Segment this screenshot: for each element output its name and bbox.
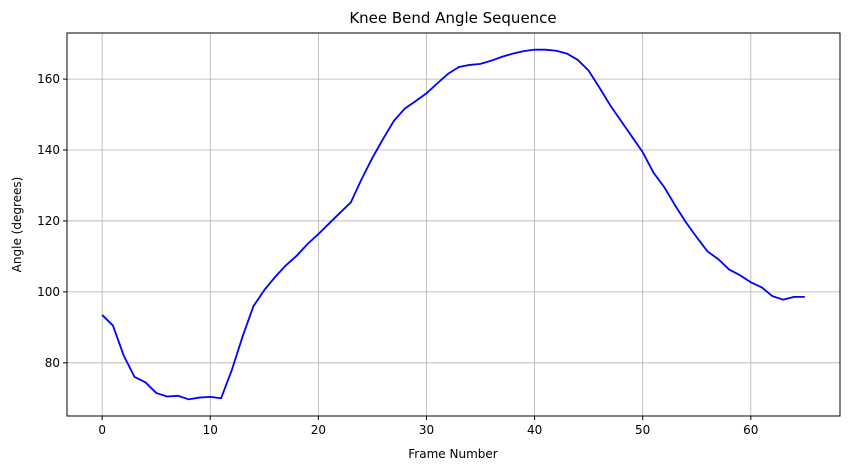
- plot-frame: [66, 32, 841, 417]
- x-tick-label: 20: [311, 423, 326, 437]
- y-tick-label: 100: [37, 285, 60, 299]
- x-tick-label: 40: [527, 423, 542, 437]
- y-tick-label: 160: [37, 72, 60, 86]
- x-tick-label: 10: [203, 423, 218, 437]
- y-axis-label: Angle (degrees): [10, 177, 24, 273]
- x-axis: 0 10 20 30 40 50 60: [98, 416, 758, 437]
- y-tick-label: 120: [37, 214, 60, 228]
- series-line: [101, 48, 805, 401]
- y-tick-label: 80: [45, 356, 60, 370]
- x-tick-label: 0: [98, 423, 106, 437]
- chart-title: Knee Bend Angle Sequence: [349, 9, 556, 27]
- x-tick-label: 60: [743, 423, 758, 437]
- x-axis-label: Frame Number: [408, 447, 497, 461]
- y-axis: 80 100 120 140 160: [37, 72, 67, 370]
- x-tick-label: 30: [419, 423, 434, 437]
- y-tick-label: 140: [37, 143, 60, 157]
- x-tick-label: 50: [635, 423, 650, 437]
- grid-lines: [67, 33, 840, 416]
